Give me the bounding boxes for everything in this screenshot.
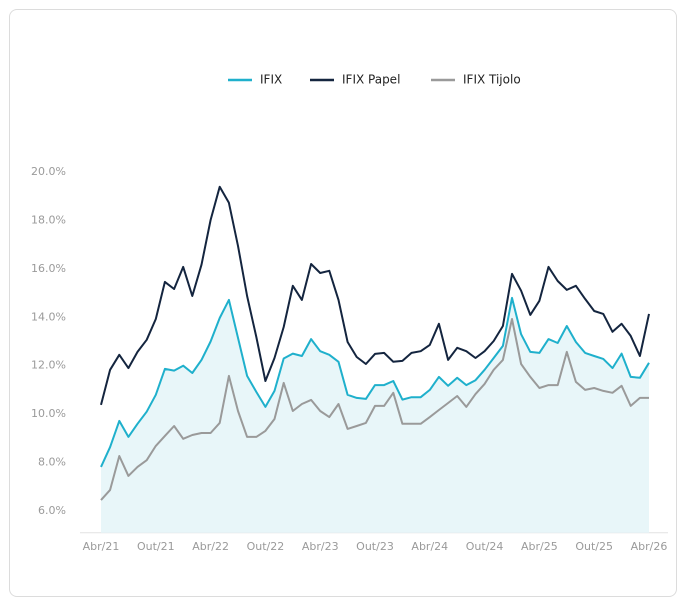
x-tick-label: Abr/24 <box>411 540 448 553</box>
x-tick-label: Abr/25 <box>521 540 558 553</box>
x-tick-label: Out/23 <box>356 540 394 553</box>
legend-label: IFIX Tijolo <box>463 73 521 87</box>
x-tick-label: Out/22 <box>247 540 285 553</box>
line <box>100 185 650 406</box>
x-tick-label: Abr/23 <box>302 540 339 553</box>
legend-label: IFIX Papel <box>342 73 400 87</box>
y-tick-label: 14.0% <box>31 310 66 323</box>
y-tick-label: 10.0% <box>31 407 66 420</box>
x-tick-label: Out/21 <box>137 540 175 553</box>
card <box>9 9 677 597</box>
line <box>100 318 649 501</box>
x-tick-label: Abr/22 <box>192 540 229 553</box>
y-tick-label: 20.0% <box>31 165 66 178</box>
y-tick-label: 6.0% <box>38 504 66 517</box>
line <box>100 296 650 468</box>
x-tick-label: Out/24 <box>466 540 504 553</box>
y-tick-label: 18.0% <box>31 213 66 226</box>
x-tick-label: Out/25 <box>575 540 613 553</box>
y-tick-label: 12.0% <box>31 359 66 372</box>
x-tick-label: Abr/21 <box>83 540 120 553</box>
legend-label: IFIX <box>260 73 282 87</box>
y-tick-label: 16.0% <box>31 262 66 275</box>
x-tick-label: Abr/26 <box>631 540 668 553</box>
area <box>101 297 649 533</box>
y-tick-label: 8.0% <box>38 456 66 469</box>
